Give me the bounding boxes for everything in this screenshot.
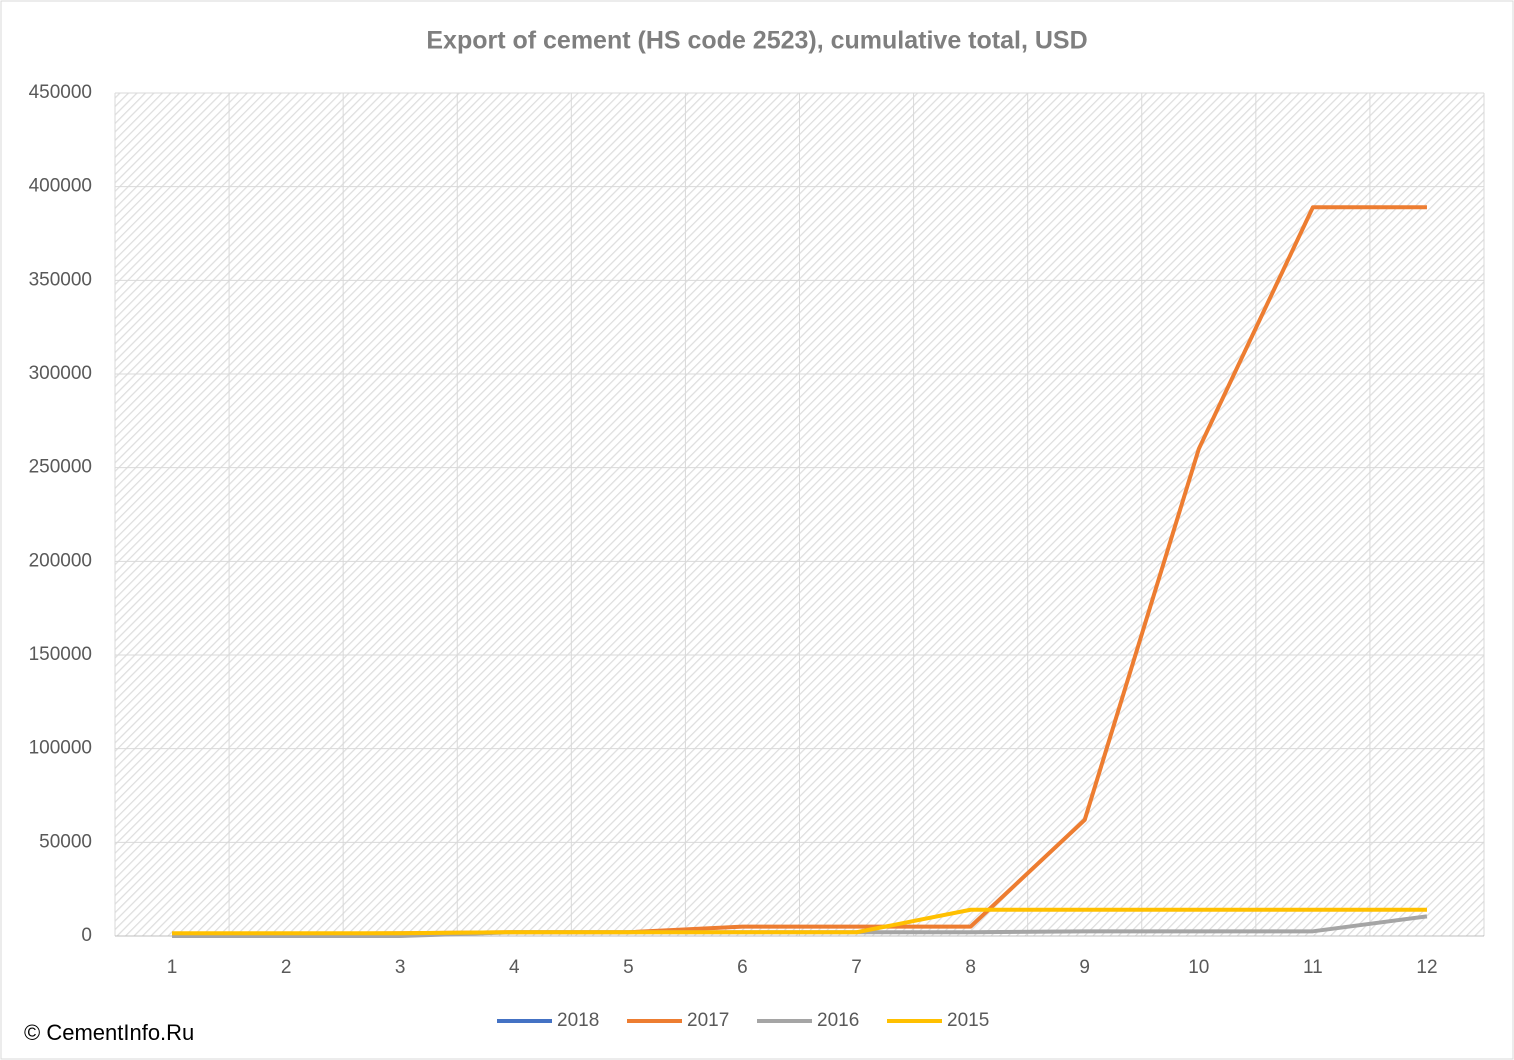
chart-title: Export of cement (HS code 2523), cumulat… (426, 27, 1087, 55)
y-tick-label: 250000 (29, 457, 92, 478)
x-tick-label: 3 (395, 957, 406, 978)
y-tick-label: 50000 (39, 831, 92, 852)
legend-label: 2015 (947, 1010, 989, 1031)
credit: © CementInfo.Ru (24, 1020, 194, 1045)
y-tick-label: 0 (81, 925, 92, 946)
y-tick-label: 150000 (29, 644, 92, 665)
y-tick-label: 300000 (29, 363, 92, 384)
x-tick-label: 12 (1416, 957, 1437, 978)
x-tick-label: 7 (851, 957, 862, 978)
legend-label: 2016 (817, 1010, 859, 1031)
y-tick-label: 350000 (29, 269, 92, 290)
x-tick-label: 4 (509, 957, 520, 978)
y-tick-label: 200000 (29, 550, 92, 571)
series-line (172, 907, 1427, 936)
x-tick-label: 10 (1188, 957, 1209, 978)
x-tick-label: 2 (281, 957, 292, 978)
x-tick-label: 6 (737, 957, 748, 978)
x-tick-label: 1 (167, 957, 178, 978)
legend-label: 2017 (687, 1010, 729, 1031)
y-tick-label: 450000 (29, 82, 92, 103)
x-tick-label: 5 (623, 957, 634, 978)
x-tick-label: 11 (1303, 957, 1323, 978)
x-tick-label: 9 (1079, 957, 1090, 978)
y-tick-label: 100000 (29, 738, 92, 759)
y-tick-label: 400000 (29, 176, 92, 197)
legend-label: 2018 (557, 1010, 599, 1031)
x-tick-label: 8 (965, 957, 976, 978)
